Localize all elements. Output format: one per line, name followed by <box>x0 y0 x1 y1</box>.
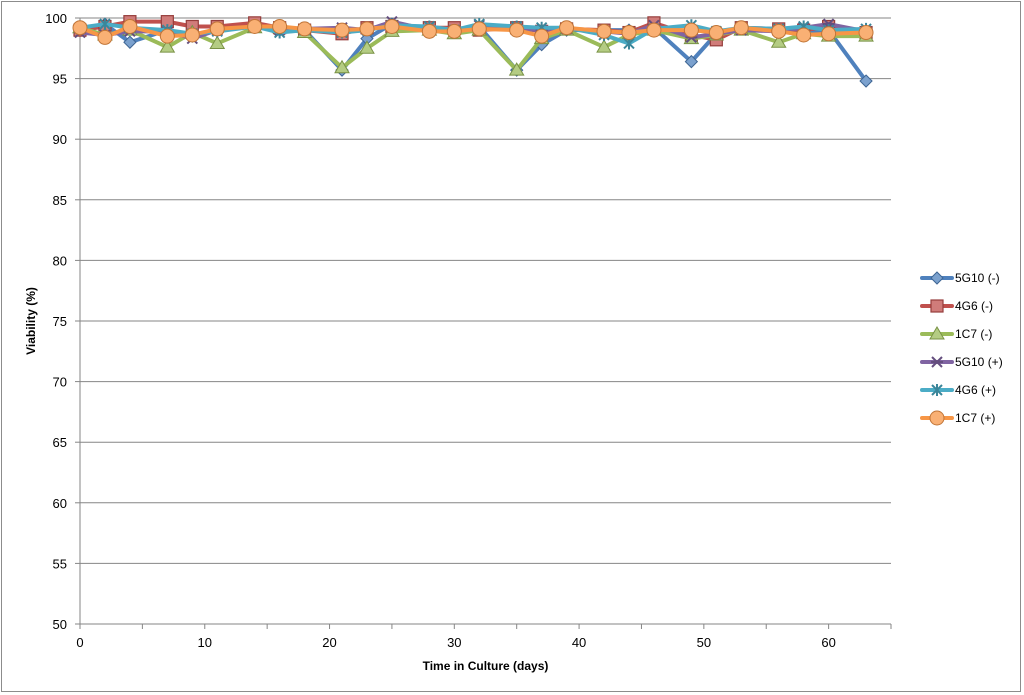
data-point-marker <box>509 22 525 38</box>
legend-item: 5G10 (+) <box>920 355 1003 369</box>
x-tick-label: 10 <box>198 635 212 650</box>
axes <box>75 17 892 629</box>
data-point-marker <box>929 326 945 340</box>
x-tick-label: 50 <box>697 635 711 650</box>
series-layer <box>72 15 874 88</box>
series-1c7 <box>72 18 874 45</box>
data-point-marker <box>359 21 375 37</box>
data-point-marker <box>359 40 375 54</box>
data-point-marker <box>796 27 812 43</box>
data-point-marker <box>297 21 313 37</box>
y-tick-label: 75 <box>53 314 67 329</box>
y-tick-label: 65 <box>53 435 67 450</box>
y-tick-label: 50 <box>53 617 67 632</box>
legend-item: 1C7 (-) <box>920 326 992 341</box>
data-point-marker <box>384 18 400 34</box>
data-point-marker <box>122 18 138 34</box>
data-point-marker <box>930 271 944 285</box>
data-point-marker <box>272 18 288 34</box>
x-tick-label: 60 <box>821 635 835 650</box>
y-tick-label: 85 <box>53 193 67 208</box>
y-axis-title: Viability (%) <box>24 287 38 355</box>
data-point-marker <box>859 74 873 88</box>
x-tick-label: 0 <box>76 635 83 650</box>
data-point-marker <box>708 25 724 41</box>
x-tick-label: 30 <box>447 635 461 650</box>
y-tick-label: 70 <box>53 375 67 390</box>
x-axis-title: Time in Culture (days) <box>423 659 549 673</box>
data-point-marker <box>931 356 943 368</box>
x-tick-label: 20 <box>322 635 336 650</box>
y-tick-label: 90 <box>53 132 67 147</box>
y-tick-label: 60 <box>53 496 67 511</box>
y-tick-label: 80 <box>53 253 67 268</box>
data-point-marker <box>334 22 350 38</box>
series-line <box>78 24 869 40</box>
data-point-marker <box>534 28 550 44</box>
data-point-marker <box>821 26 837 42</box>
legend-label: 1C7 (-) <box>955 327 992 341</box>
data-point-marker <box>684 54 699 69</box>
data-point-marker <box>858 25 874 41</box>
data-point-marker <box>931 384 943 396</box>
data-point-marker <box>471 21 487 37</box>
data-point-marker <box>930 299 944 313</box>
legend-label: 4G6 (-) <box>955 299 993 313</box>
data-point-marker <box>646 22 662 38</box>
data-point-marker <box>334 59 350 74</box>
data-point-marker <box>123 35 137 49</box>
data-point-marker <box>159 28 175 44</box>
legend-item: 4G6 (-) <box>920 299 993 313</box>
data-point-marker <box>621 25 637 41</box>
y-tick-label: 95 <box>53 72 67 87</box>
data-point-marker <box>683 22 699 38</box>
y-tick-label: 55 <box>53 556 67 571</box>
data-point-marker <box>184 27 200 43</box>
data-point-marker <box>929 410 945 426</box>
data-point-marker <box>99 18 111 31</box>
data-point-marker <box>97 29 113 45</box>
data-point-marker <box>733 20 749 36</box>
legend-item: 5G10 (-) <box>920 271 1000 285</box>
data-point-marker <box>596 39 612 53</box>
data-point-marker <box>421 23 437 39</box>
y-tick-label: 100 <box>45 11 67 26</box>
data-point-marker <box>771 23 787 39</box>
data-point-marker <box>559 20 575 36</box>
legend-item: 4G6 (+) <box>920 383 996 397</box>
legend-item: 1C7 (+) <box>920 410 995 426</box>
data-point-marker <box>770 34 787 48</box>
grid-lines <box>80 17 891 625</box>
x-tick-label: 40 <box>572 635 586 650</box>
data-point-marker <box>72 20 88 36</box>
data-point-marker <box>247 18 263 34</box>
data-point-marker <box>209 21 225 37</box>
legend: 5G10 (-) 4G6 (-) 1C7 (-) 5G10 (+) 4G6 (+) 1C7… <box>920 271 1003 426</box>
data-point-marker <box>596 23 612 39</box>
legend-label: 1C7 (+) <box>955 411 995 425</box>
data-point-marker <box>446 23 462 39</box>
tick-labels: 50 55 60 65 70 75 80 85 90 95 100 0 10 20 30 40 50 60 <box>45 11 836 650</box>
data-point-marker <box>159 39 176 53</box>
legend-label: 5G10 (-) <box>955 271 1000 285</box>
legend-label: 5G10 (+) <box>955 355 1003 369</box>
legend-label: 4G6 (+) <box>955 383 996 397</box>
data-point-marker <box>209 35 226 49</box>
data-point-marker <box>508 62 525 76</box>
